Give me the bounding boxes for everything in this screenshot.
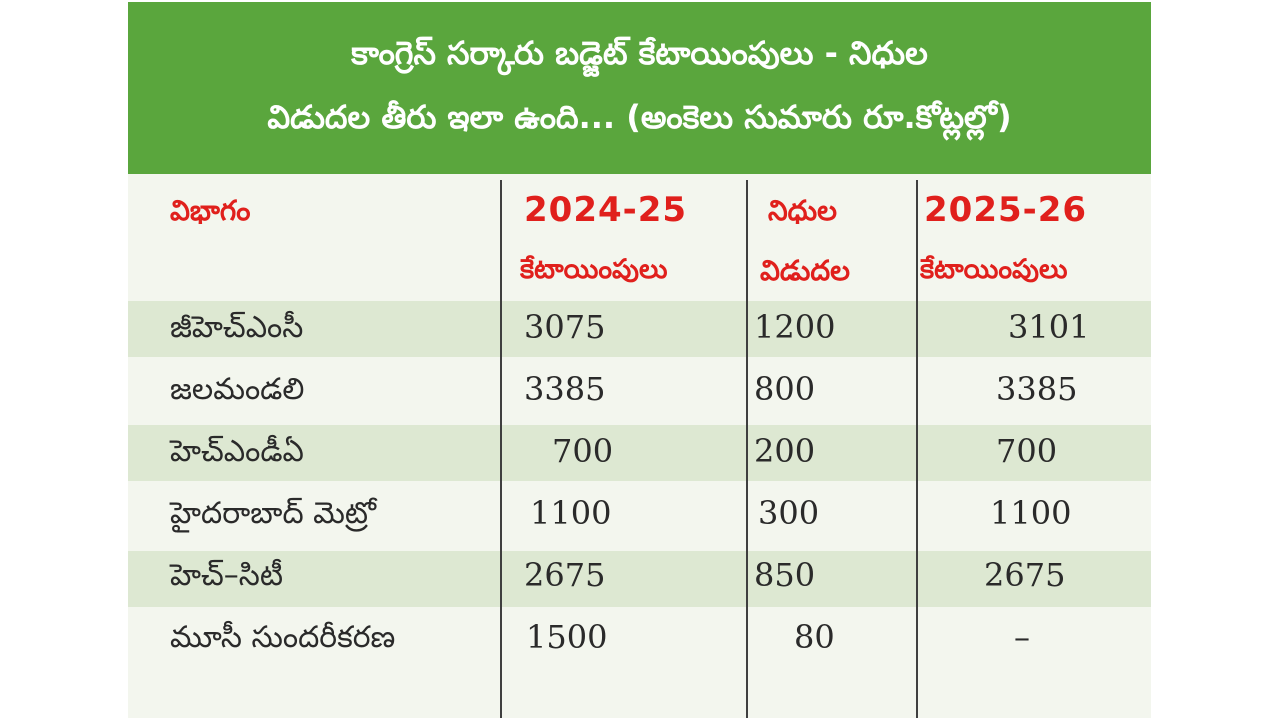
row-alloc-2025-26: 3385 <box>996 370 1078 408</box>
row-band <box>128 425 1151 481</box>
title-line-1: కాంగ్రెస్ సర్కారు బడ్జెట్ కేటాయింపులు - … <box>351 34 928 72</box>
header-2025-26-year: 2025-26 <box>924 190 1088 230</box>
row-alloc-2024-25: 700 <box>552 432 614 470</box>
row-name: హెచ్–సిటీ <box>170 558 284 593</box>
row-name: హైదరాబాద్ మెట్రో <box>170 496 377 531</box>
column-divider <box>500 180 502 718</box>
row-released: 850 <box>754 556 816 594</box>
row-name: జలమండలి <box>170 372 305 407</box>
row-name: హెచ్ఎండీఏ <box>170 434 304 469</box>
header-2024-25-year: 2024-25 <box>524 190 688 230</box>
row-alloc-2024-25: 3385 <box>524 370 606 408</box>
header-2025-26-label: కేటాయింపులు <box>920 254 1068 285</box>
row-name: మూసీ సుందరీకరణ <box>170 620 396 655</box>
row-alloc-2024-25: 2675 <box>524 556 606 594</box>
row-band <box>128 551 1151 607</box>
row-band <box>128 301 1151 357</box>
row-released: 80 <box>794 618 835 656</box>
row-alloc-2025-26: – <box>1014 618 1030 656</box>
row-released: 300 <box>758 494 820 532</box>
header-released-line-1: నిధుల <box>768 194 837 227</box>
header-2024-25-label: కేటాయింపులు <box>520 254 668 285</box>
row-released: 1200 <box>754 308 836 346</box>
row-alloc-2025-26: 3101 <box>1008 308 1090 346</box>
row-alloc-2025-26: 2675 <box>984 556 1066 594</box>
row-alloc-2024-25: 1100 <box>530 494 612 532</box>
row-alloc-2025-26: 700 <box>996 432 1058 470</box>
row-name: జీహెచ్ఎంసీ <box>170 310 304 345</box>
row-released: 800 <box>754 370 816 408</box>
row-alloc-2024-25: 1500 <box>526 618 608 656</box>
header-released-line-2: విడుదల <box>760 254 850 287</box>
row-released: 200 <box>754 432 816 470</box>
column-divider <box>916 180 918 718</box>
table-title-banner: కాంగ్రెస్ సర్కారు బడ్జెట్ కేటాయింపులు - … <box>128 2 1151 174</box>
row-alloc-2024-25: 3075 <box>524 308 606 346</box>
row-alloc-2025-26: 1100 <box>990 494 1072 532</box>
title-line-2: విడుదల తీరు ఇలా ఉంది... (అంకెలు సుమారు ర… <box>267 98 1012 136</box>
header-department: విభాగం <box>170 194 251 227</box>
column-divider <box>746 180 748 718</box>
budget-table-card: కాంగ్రెస్ సర్కారు బడ్జెట్ కేటాయింపులు - … <box>128 2 1151 718</box>
